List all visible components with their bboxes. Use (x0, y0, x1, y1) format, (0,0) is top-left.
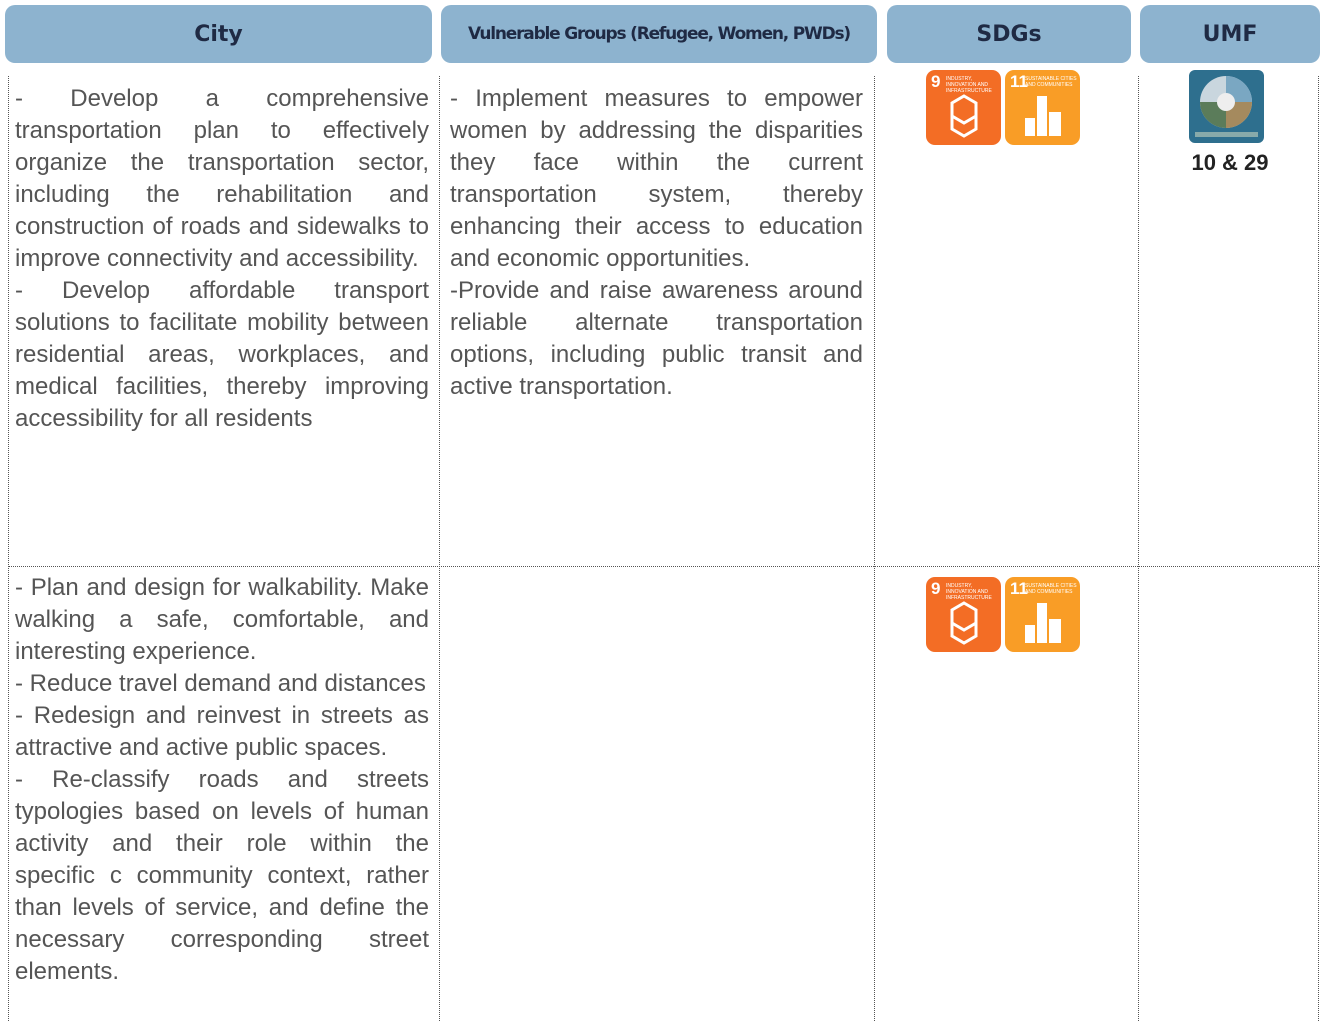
header-city: City (5, 5, 432, 63)
vulnerable-cell: - Implement measures to empower women by… (450, 83, 863, 403)
paragraph: - Redesign and reinvest in streets as at… (15, 702, 429, 761)
row-divider (8, 566, 1320, 567)
icon-glyph (1025, 603, 1061, 643)
divider (439, 76, 440, 1021)
sdg-label: SUSTAINABLE CITIES AND COMMUNITIES (1025, 583, 1077, 595)
sdg-number: 9 (931, 72, 941, 91)
divider (874, 76, 875, 1021)
icon-glyph (950, 94, 978, 138)
city-cell: - Plan and design for walkability. Make … (15, 572, 429, 988)
paragraph: - Implement measures to empower women by… (450, 85, 863, 272)
paragraph: - Develop affordable transport solutions… (15, 277, 429, 432)
sdg-icon: 9 INDUSTRY, INNOVATION AND INFRASTRUCTURE (926, 70, 1001, 145)
paragraph: -Provide and raise awareness around reli… (450, 277, 863, 400)
divider (1138, 76, 1139, 1021)
paragraph: - Re-classify roads and streets typologi… (15, 766, 429, 985)
sdg-icon: 9 INDUSTRY, INNOVATION AND INFRASTRUCTURE (926, 577, 1001, 652)
divider (1318, 76, 1319, 1021)
sdg-number: 11 (1010, 579, 1028, 598)
divider (8, 76, 9, 1021)
paragraph: - Plan and design for walkability. Make … (15, 574, 429, 665)
umf-value: 10 & 29 (1191, 150, 1269, 175)
paragraph: - Reduce travel demand and distances (15, 670, 426, 697)
sdg-label: SUSTAINABLE CITIES AND COMMUNITIES (1025, 76, 1077, 88)
icon-glyph (1025, 96, 1061, 136)
city-cell: - Develop a comprehensive transportation… (15, 83, 429, 435)
sdg-icon: 11 SUSTAINABLE CITIES AND COMMUNITIES (1005, 577, 1080, 652)
sdg-icon: 11 SUSTAINABLE CITIES AND COMMUNITIES (1005, 70, 1080, 145)
paragraph: - Develop a comprehensive transportation… (15, 85, 429, 272)
sdg-label: INDUSTRY, INNOVATION AND INFRASTRUCTURE (946, 76, 992, 94)
icon-glyph (950, 601, 978, 645)
header-sdgs: SDGs (887, 5, 1131, 63)
sdg-label: INDUSTRY, INNOVATION AND INFRASTRUCTURE (946, 583, 992, 601)
umf-image (1189, 70, 1264, 143)
header-umf: UMF (1140, 5, 1320, 63)
sdg-number: 9 (931, 579, 941, 598)
header-vulnerable: Vulnerable Groups (Refugee, Women, PWDs) (441, 5, 877, 63)
sdg-number: 11 (1010, 72, 1028, 91)
